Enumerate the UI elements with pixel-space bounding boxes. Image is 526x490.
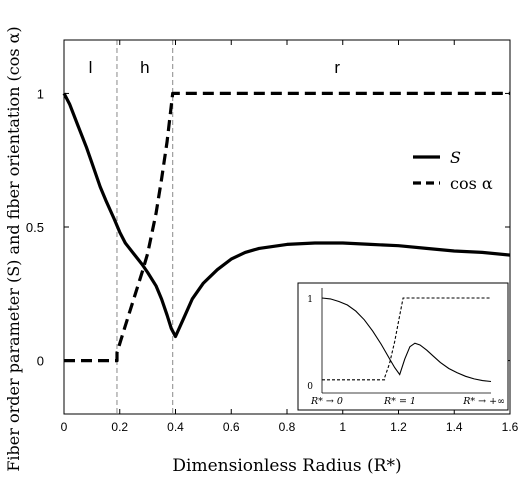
region-label-h: h: [140, 58, 149, 77]
x-tick-label: 0.2: [111, 420, 128, 434]
y-tick-label: 0: [37, 354, 44, 369]
series-line-cos-alpha: [64, 91, 510, 363]
inset-series-line-0: [321, 297, 492, 383]
x-tick-label: 1: [339, 420, 346, 434]
inset-frame: [297, 282, 509, 411]
y-tick-label: 0.5: [26, 220, 44, 235]
region-label-l: l: [89, 58, 93, 77]
x-tick-label: 0.6: [223, 420, 240, 434]
x-axis-label: Dimensionless Radius (R*): [172, 456, 401, 476]
region-label-r: r: [334, 58, 340, 77]
legend-label-1: cos α: [450, 174, 493, 193]
inset-series-line-1: [322, 297, 491, 381]
y-axis-label: Fiber order parameter (S) and fiber orie…: [4, 26, 23, 471]
x-tick-label: 1.2: [390, 420, 407, 434]
legend-label-0: S: [450, 148, 461, 167]
inset-x-tick-label: R* → +∞: [462, 396, 505, 407]
inset-x-tick-label: R* → 0: [310, 396, 343, 407]
x-tick-label: 0.8: [279, 420, 296, 434]
inset-y-tick-label: 0: [307, 382, 313, 392]
inset-y-tick-label: 1: [307, 295, 313, 305]
x-tick-label: 1.4: [446, 420, 463, 434]
y-tick-label: 1: [37, 86, 44, 101]
x-tick-label: 1.6: [502, 420, 519, 434]
x-tick-label: 0: [61, 420, 68, 434]
inset-x-tick-label: R* = 1: [383, 396, 416, 407]
x-tick-label: 0.4: [167, 420, 184, 434]
series-line-s: [62, 92, 511, 339]
